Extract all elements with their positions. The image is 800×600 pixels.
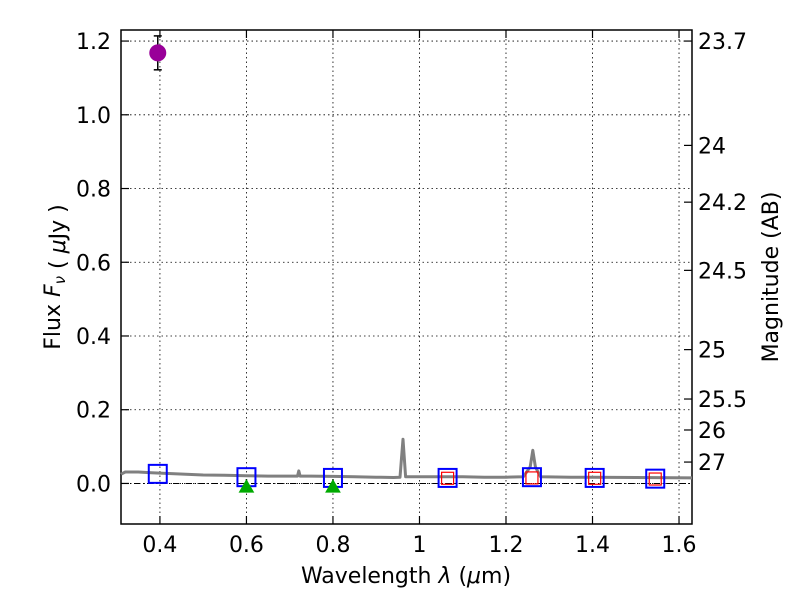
magnitude-tick-label: 26 xyxy=(698,419,726,444)
model-photometry-marker xyxy=(645,468,666,489)
magnitude-tick-label: 23.7 xyxy=(698,30,747,55)
y-axis-ticks: 0.0 0.2 0.4 0.6 0.8 1.0 1.2 xyxy=(76,30,129,497)
x-tick-label: 1.6 xyxy=(662,533,697,558)
measured-photometry-marker xyxy=(648,472,662,486)
plot-area xyxy=(120,29,693,525)
sed-model-line xyxy=(120,437,693,480)
measured-photometry-marker xyxy=(440,471,455,485)
y-tick-label: 0.6 xyxy=(76,251,111,276)
y-tick-label: 1.2 xyxy=(76,30,111,55)
y-tick-label: 0.8 xyxy=(76,178,111,203)
model-photometry-marker xyxy=(584,467,605,488)
magnitude-tick-label: 25.5 xyxy=(698,388,747,413)
x-axis-ticks: 0.4 0.6 0.8 1 1.2 1.4 1.6 xyxy=(142,30,697,558)
upper-limit-marker xyxy=(325,479,341,493)
magnitude-axis-title: Magnitude (AB) xyxy=(759,192,784,363)
detection-marker xyxy=(149,44,167,62)
model-photometry-marker xyxy=(437,467,458,488)
x-axis-title: Wavelength λ (μm) xyxy=(301,564,511,589)
magnitude-tick-label: 27 xyxy=(698,451,726,476)
magnitude-tick-label: 24.5 xyxy=(698,259,747,284)
y-axis-title: Flux Fν ( μJy ) xyxy=(41,204,71,349)
x-tick-label: 0.6 xyxy=(229,533,264,558)
y-tick-label: 1.0 xyxy=(76,104,111,129)
model-photometry-marker xyxy=(147,463,168,484)
x-tick-label: 0.4 xyxy=(142,533,177,558)
model-photometry-marker xyxy=(521,467,542,488)
plot-frame xyxy=(120,29,693,525)
magnitude-axis-ticks: 23.7 24 24.2 24.5 25 25.5 26 27 xyxy=(684,30,747,476)
x-tick-label: 1 xyxy=(412,533,426,558)
magnitude-tick-label: 24.2 xyxy=(698,191,747,216)
x-tick-label: 1.4 xyxy=(575,533,610,558)
magnitude-tick-label: 24 xyxy=(698,134,726,159)
y-tick-label: 0.2 xyxy=(76,399,111,424)
measured-photometry-marker xyxy=(525,471,539,485)
data-series xyxy=(120,35,693,493)
y-tick-label: 0.0 xyxy=(76,472,111,497)
measured-photometry-marker xyxy=(588,471,602,485)
x-tick-label: 1.2 xyxy=(488,533,523,558)
y-tick-label: 0.4 xyxy=(76,325,111,350)
magnitude-tick-label: 25 xyxy=(698,339,726,364)
upper-limit-marker xyxy=(238,479,255,493)
x-tick-label: 0.8 xyxy=(315,533,350,558)
